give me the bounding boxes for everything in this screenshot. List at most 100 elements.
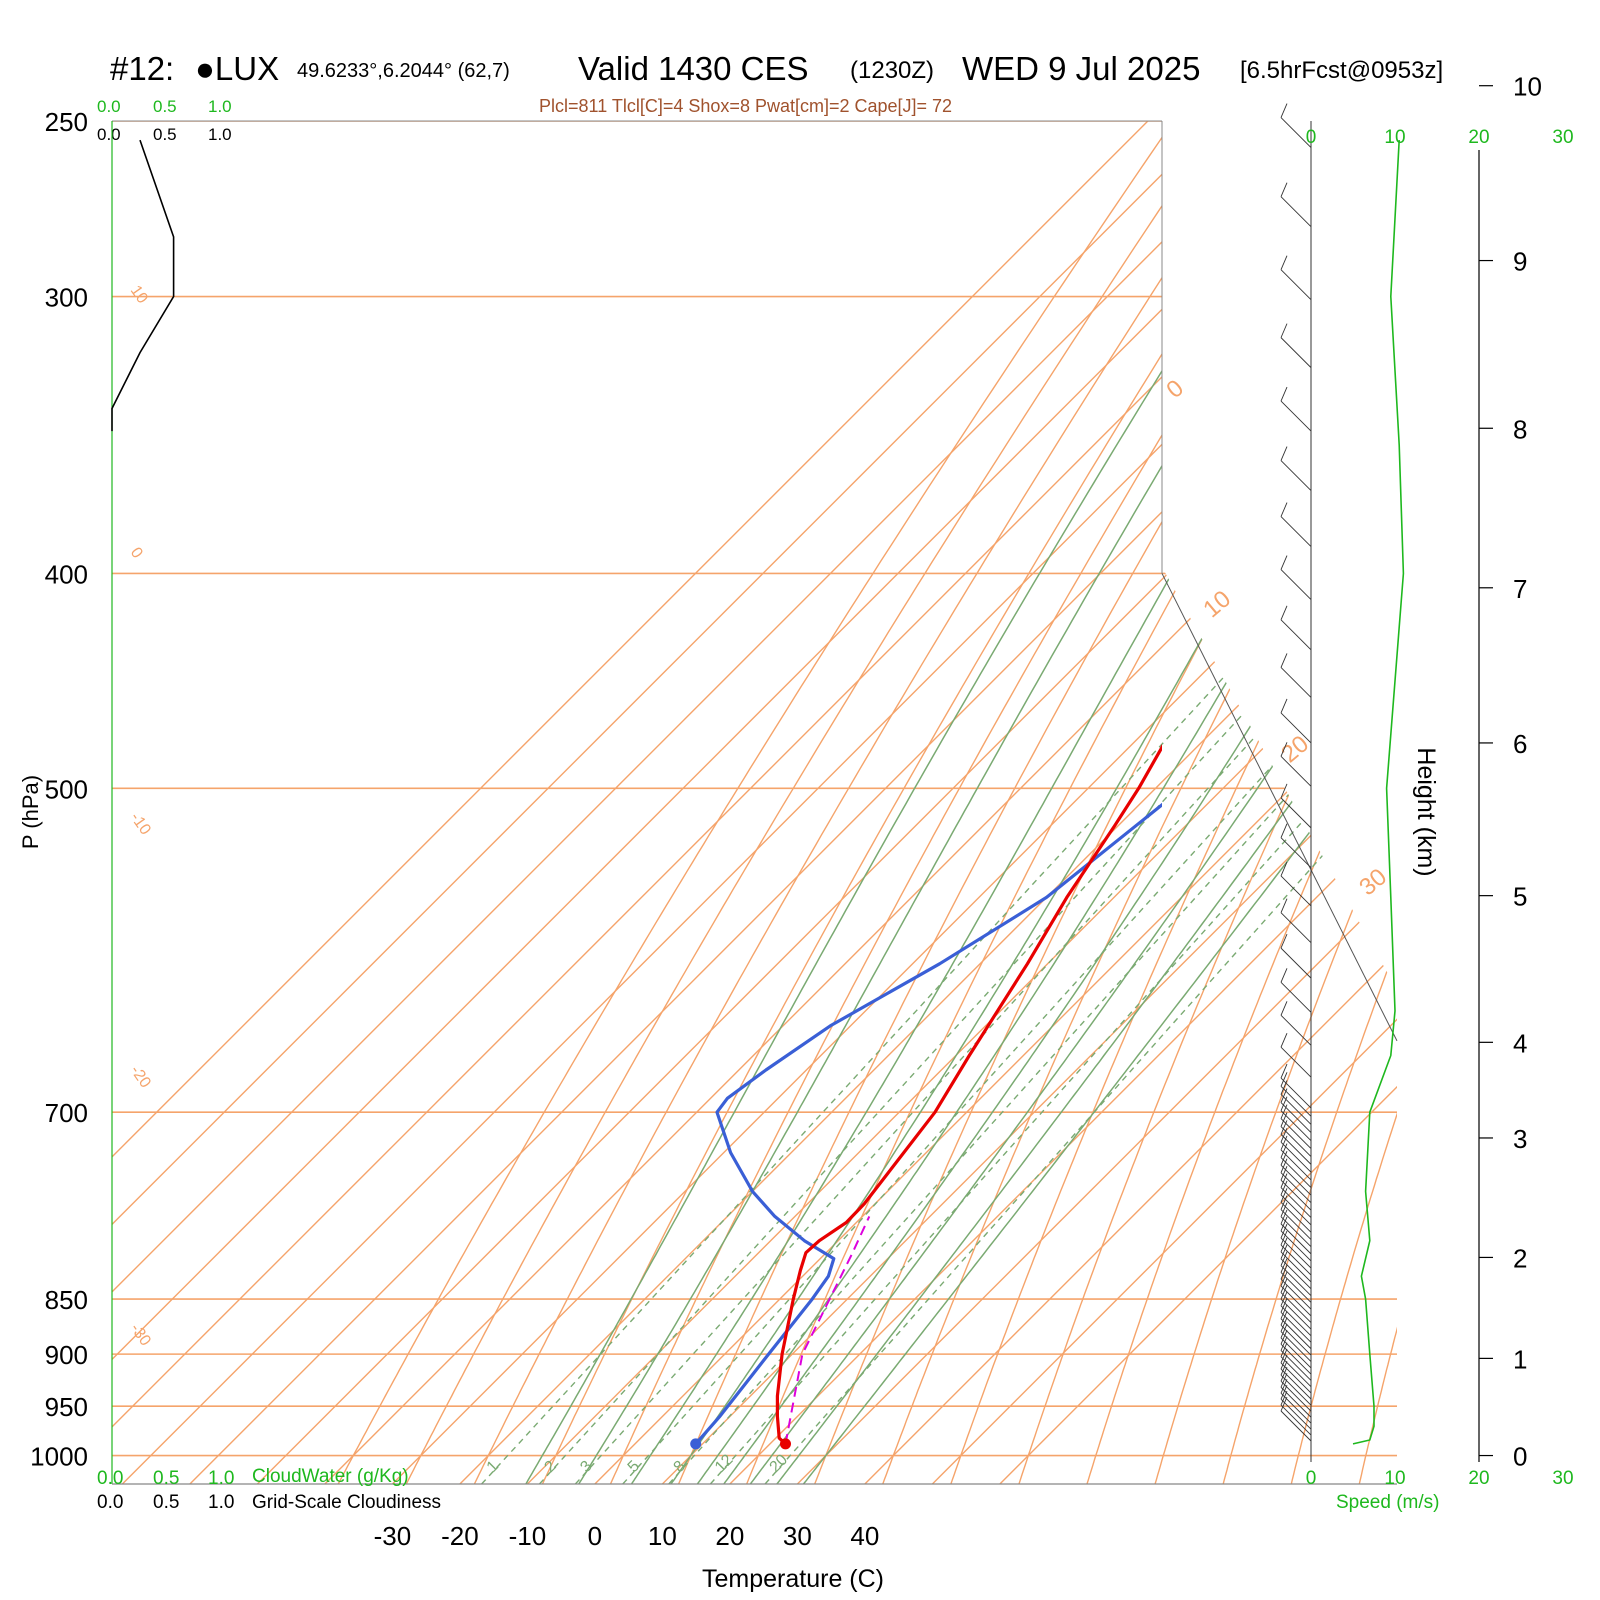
pressure-tick-label: 850 <box>45 1285 88 1315</box>
cloud-top-green-2: 1.0 <box>208 97 232 116</box>
isotherm-line <box>112 121 1284 1484</box>
height-axis-title: Height (km) <box>1412 747 1440 876</box>
isotherm-line <box>729 121 1397 1484</box>
moist-adiabat-line <box>578 121 1378 1484</box>
x-tick-label: -10 <box>509 1521 547 1551</box>
isotherm-line <box>594 121 1397 1484</box>
dry-adiabat-line <box>1496 121 1600 1484</box>
date: WED 9 Jul 2025 <box>962 50 1200 87</box>
zulu-time: (1230Z) <box>850 57 934 84</box>
surface-dewpoint-point <box>690 1438 702 1450</box>
mixing-ratio-line <box>764 573 1397 1484</box>
isotherm-line <box>526 121 1397 1484</box>
parcel-line <box>784 1215 871 1445</box>
cloud-top-black-1: 0.5 <box>153 125 177 144</box>
speed-tick-top: 0 <box>1306 127 1317 148</box>
indices: Plcl=811 Tlcl[C]=4 Shox=8 Pwat[cm]=2 Cap… <box>539 96 952 116</box>
wind-barb <box>1280 182 1312 227</box>
wind-barb <box>1280 1258 1312 1303</box>
isotherm-line <box>112 121 1351 1484</box>
wind-barb <box>1280 1032 1312 1078</box>
height-tick-label: 4 <box>1513 1028 1527 1058</box>
wind-barb <box>1280 1278 1312 1323</box>
wind-barb <box>1280 1165 1312 1211</box>
speed-tick-top: 30 <box>1552 127 1573 148</box>
wind-barb <box>1280 1298 1312 1343</box>
wind-barb <box>1280 1291 1312 1337</box>
cloudiness-tick-1: 0.5 <box>153 1492 179 1513</box>
wind-barb <box>1280 1342 1312 1388</box>
cloudiness-label: Grid-Scale Cloudiness <box>252 1492 441 1513</box>
wind-barb <box>1280 933 1312 979</box>
mixing-ratio-label: 5 <box>625 1458 643 1476</box>
wind-barb <box>1280 1323 1312 1369</box>
x-tick-label: -20 <box>441 1521 479 1551</box>
dry-adiabat-line <box>950 121 1397 1484</box>
y-axis-title: P (hPa) <box>18 775 43 849</box>
moist-adiabat-line <box>525 121 1326 1484</box>
dry-adiabat-line <box>405 121 1220 1484</box>
plot-frame <box>111 120 1398 1485</box>
wind-barb <box>1280 502 1312 547</box>
speed-tick-bottom: 30 <box>1552 1468 1573 1489</box>
station-id: #12: <box>110 50 174 87</box>
wind-barb <box>1280 323 1312 368</box>
x-axis-title: Temperature (C) <box>702 1565 884 1593</box>
isotherm-line <box>391 121 1397 1484</box>
cloud-top-green-0: 0.0 <box>97 97 121 116</box>
dewpoint-line <box>694 802 1162 1445</box>
height-tick-label: 9 <box>1513 247 1527 277</box>
wind-barb <box>1280 1317 1312 1362</box>
wind-barb <box>1280 103 1312 148</box>
theta-label-left: 10 <box>127 283 151 307</box>
wind-barb <box>1280 1143 1312 1188</box>
wind-barb <box>1280 861 1312 907</box>
wind-barb <box>1280 783 1312 829</box>
isotherm-line <box>112 121 1397 1484</box>
temperature-line <box>775 744 1162 1446</box>
speed-tick-bottom: 20 <box>1468 1468 1489 1489</box>
cloudiness-line <box>111 139 175 432</box>
pressure-tick-label: 900 <box>45 1340 88 1370</box>
wind-barb <box>1280 698 1312 744</box>
mixing-ratio-line <box>538 573 1373 1484</box>
mixing-ratio-line <box>622 573 1397 1484</box>
frame-diagonal <box>1161 573 1398 1042</box>
wind-barb <box>1280 1150 1312 1196</box>
theta-label-left: -20 <box>127 1063 154 1092</box>
wind-barb <box>1280 1180 1312 1226</box>
wind-barb <box>1280 1127 1312 1173</box>
wind-barb <box>1280 1354 1312 1400</box>
wind-barb <box>1280 1330 1312 1375</box>
wind-speed-line <box>1352 140 1405 1445</box>
wind-barb <box>1280 1396 1312 1442</box>
theta-label-right: 30 <box>1354 863 1392 901</box>
x-tick-label: 20 <box>715 1521 744 1551</box>
wind-barb <box>1280 1373 1312 1418</box>
wind-barb <box>1280 1304 1312 1350</box>
wind-barb <box>1280 605 1312 651</box>
wind-barb <box>1280 1244 1312 1290</box>
theta-label-right: 20 <box>1276 730 1314 768</box>
speed-tick-top: 10 <box>1384 127 1405 148</box>
cloud-top-green-1: 0.5 <box>153 97 177 116</box>
height-tick-label: 0 <box>1513 1442 1527 1472</box>
header: #12: ●LUX 49.6233°,6.2044° (62,7) Valid … <box>110 50 1443 116</box>
cloud-top-black-2: 1.0 <box>208 125 232 144</box>
wind-barb <box>1280 1348 1312 1394</box>
height-tick-label: 7 <box>1513 574 1527 604</box>
station-coords: 49.6233°,6.2044° (62,7) <box>297 60 510 82</box>
dry-adiabat-line <box>541 121 1311 1484</box>
isotherm-line <box>459 121 1397 1484</box>
wind-barb <box>1280 823 1312 869</box>
isotherm-line <box>189 121 1397 1484</box>
moist-adiabat-line <box>630 121 1397 1484</box>
cloudwater-tick-0: 0.0 <box>97 1468 123 1489</box>
mixing-ratio-label: 1 <box>484 1458 502 1476</box>
wind-barb <box>1280 1237 1312 1283</box>
x-tick-label: -30 <box>374 1521 412 1551</box>
wind-barb <box>1280 1390 1312 1436</box>
moist-adiabat-line <box>776 121 1397 1484</box>
wind-barb <box>1280 1379 1312 1424</box>
